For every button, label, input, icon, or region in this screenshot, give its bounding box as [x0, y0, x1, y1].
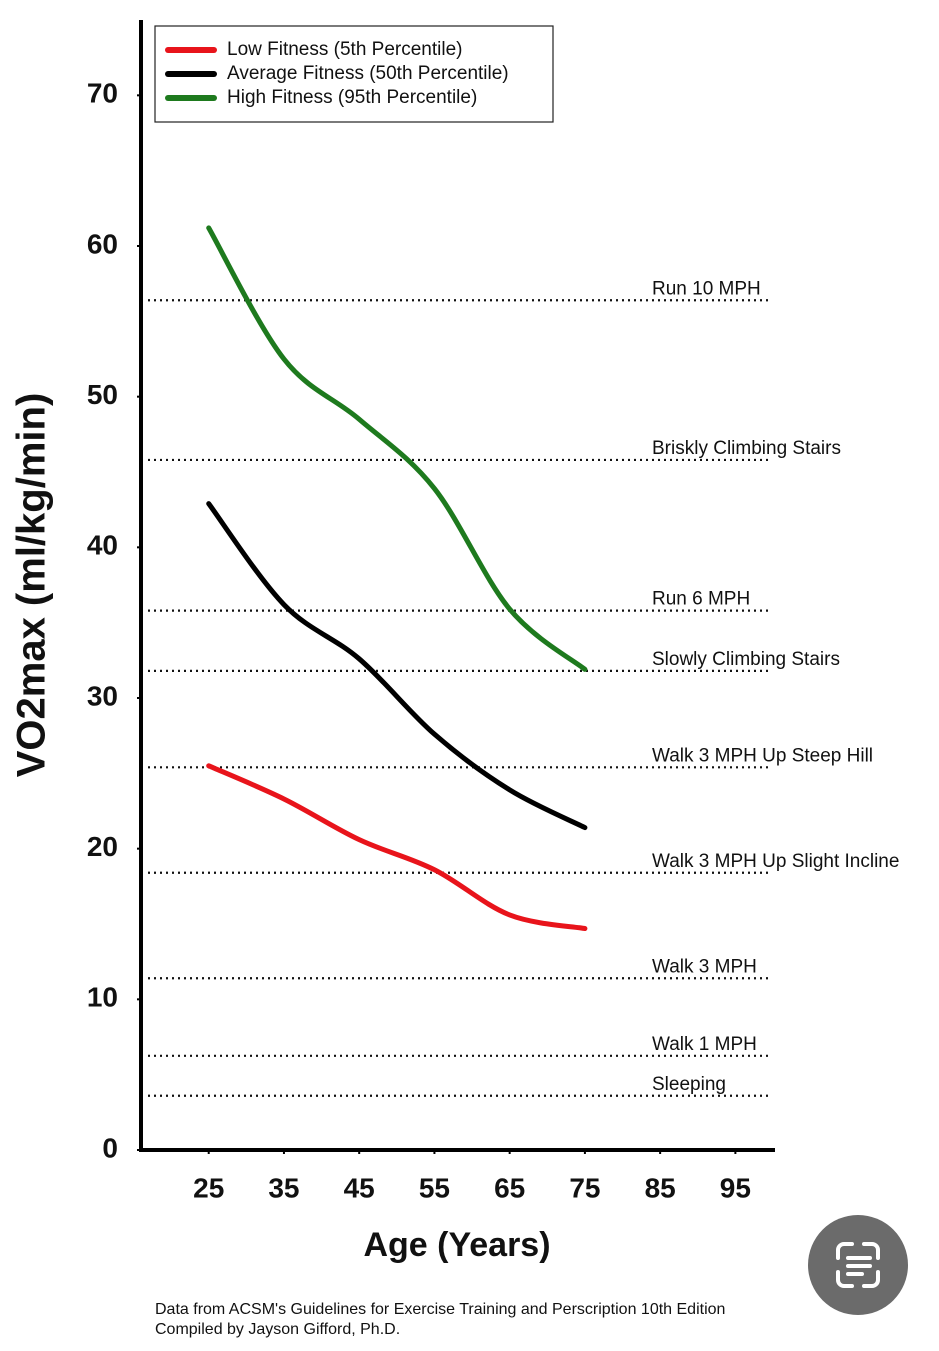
reference-label: Walk 3 MPH Up Steep Hill: [652, 745, 873, 766]
legend-label: Average Fitness (50th Percentile): [227, 63, 509, 84]
line: [206, 225, 588, 672]
x-tick-label: 25: [193, 1172, 224, 1203]
x-tick-label: 85: [645, 1172, 676, 1203]
reference-label: Briskly Climbing Stairs: [652, 438, 841, 459]
x-tick-label: 55: [419, 1172, 450, 1203]
x-tick-label: 45: [344, 1172, 375, 1203]
y-axis-title: VO2max (ml/kg/min): [10, 393, 54, 778]
y-tick-label: 10: [87, 982, 118, 1013]
y-tick-label: 0: [102, 1132, 118, 1163]
legend-box: [154, 25, 554, 123]
line: [206, 763, 588, 932]
lens-button[interactable]: [808, 1215, 908, 1315]
y-tick-label: 60: [87, 228, 118, 259]
reference-label: Sleeping: [652, 1074, 726, 1095]
y-tick-label: 70: [87, 78, 118, 109]
x-tick-label: 95: [720, 1172, 751, 1203]
footnote: Data from ACSM's Guidelines for Exercise…: [155, 1301, 725, 1318]
x-tick-label: 75: [569, 1172, 600, 1203]
legend-label: Low Fitness (5th Percentile): [227, 39, 463, 60]
legend-label: High Fitness (95th Percentile): [227, 87, 477, 108]
footnote: Compiled by Jayson Gifford, Ph.D.: [155, 1321, 400, 1338]
y-tick-label: 20: [87, 831, 118, 862]
reference-label: Walk 3 MPH Up Slight Incline: [652, 851, 899, 872]
reference-label: Slowly Climbing Stairs: [652, 649, 840, 670]
x-tick-label: 65: [494, 1172, 525, 1203]
y-tick-label: 40: [87, 530, 118, 561]
reference-label: Walk 3 MPH: [652, 956, 757, 977]
x-tick-label: 35: [268, 1172, 299, 1203]
y-tick-label: 50: [87, 379, 118, 410]
x-axis-title: Age (Years): [363, 1226, 550, 1264]
reference-label: Run 6 MPH: [652, 589, 750, 610]
line: [206, 501, 588, 831]
y-tick-label: 30: [87, 680, 118, 711]
lens-icon[interactable]: [836, 1242, 880, 1288]
reference-label: Run 10 MPH: [652, 278, 761, 299]
legend: Low Fitness (5th Percentile) Average Fitn…: [154, 25, 554, 123]
reference-label: Walk 1 MPH: [652, 1034, 757, 1055]
